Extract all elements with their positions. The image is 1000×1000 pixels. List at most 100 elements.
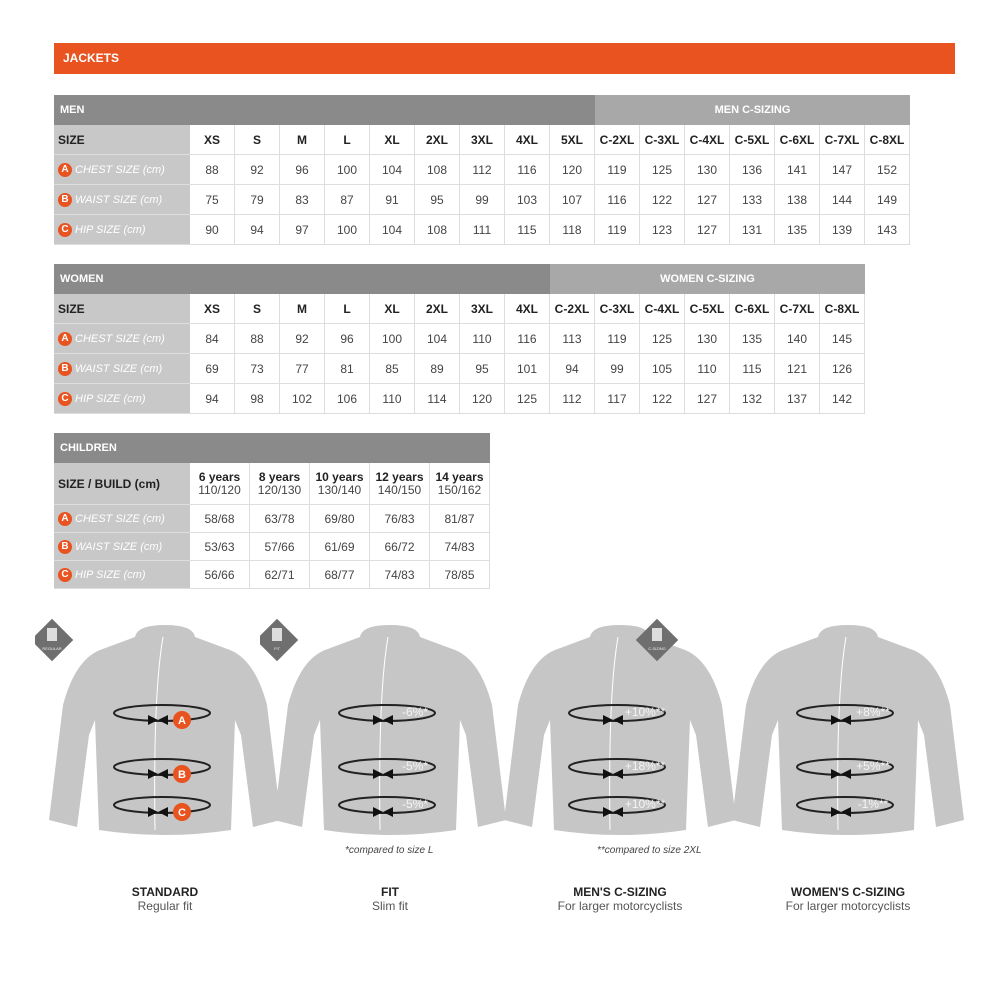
measure-loop-2 — [113, 796, 211, 817]
table-cell: 84 — [190, 324, 235, 354]
size-header: 8 years 120/130 — [250, 463, 310, 505]
row-label: B WAIST SIZE (cm) — [54, 354, 190, 384]
table-cell: 69/80 — [310, 505, 370, 533]
table-cell: 79 — [235, 185, 280, 215]
table-cell: 117 — [595, 384, 640, 414]
row-label-text: CHEST SIZE (cm) — [75, 512, 165, 525]
row-label: A CHEST SIZE (cm) — [54, 324, 190, 354]
measure-label: C — [178, 807, 186, 819]
row-label-text: CHEST SIZE (cm) — [75, 332, 165, 345]
table-cell: 89 — [415, 354, 460, 384]
measure-loop-0 — [568, 704, 666, 725]
table-cell: 120 — [460, 384, 505, 414]
size-header: C-8XL — [865, 125, 910, 155]
fit-caption: WOMEN'S C-SIZING For larger motorcyclists — [738, 885, 958, 913]
size-header: 14 years 150/162 — [430, 463, 490, 505]
table-cell: 123 — [640, 215, 685, 245]
table-cell: 61/69 — [310, 533, 370, 561]
table-cell: 112 — [550, 384, 595, 414]
age: 6 years — [198, 469, 241, 484]
table-cell: 58/68 — [190, 505, 250, 533]
table-cell: 149 — [865, 185, 910, 215]
table-cell: 73 — [235, 354, 280, 384]
table-cell: 108 — [415, 215, 460, 245]
fit-name: WOMEN'S C-SIZING — [790, 885, 906, 899]
measure-loop-2 — [568, 796, 666, 817]
build: 130/140 — [317, 482, 362, 497]
jacket-illustration: FIT -6%* -5%* -5%* — [260, 618, 506, 835]
table-cell: 125 — [640, 324, 685, 354]
build: 120/130 — [257, 482, 302, 497]
jacket-shape — [504, 625, 736, 835]
size-header: C-2XL — [550, 294, 595, 324]
measure-label: +5%** — [856, 759, 890, 773]
table-cell: 112 — [460, 155, 505, 185]
measure-loop-1 — [568, 758, 666, 779]
badge-b-icon: B — [58, 361, 72, 376]
table-cell: 69 — [190, 354, 235, 384]
table-cell: 127 — [685, 215, 730, 245]
table-cell: 81/87 — [430, 505, 490, 533]
table-cell: 94 — [550, 354, 595, 384]
size-header: C-8XL — [820, 294, 865, 324]
table-cell: 62/71 — [250, 561, 310, 589]
row-label-text: WAIST SIZE (cm) — [75, 362, 163, 375]
size-header: C-4XL — [685, 125, 730, 155]
table-cell: 139 — [820, 215, 865, 245]
jacket-shape — [49, 625, 281, 835]
badge-b-icon: B — [58, 192, 72, 207]
table-cell: 104 — [370, 215, 415, 245]
jacket-zipper — [154, 636, 164, 831]
table-cell: 120 — [550, 155, 595, 185]
size-header: L — [325, 294, 370, 324]
table-cell: 77 — [280, 354, 325, 384]
row-label: B WAIST SIZE (cm) — [54, 185, 190, 215]
section-header: MEN — [54, 95, 595, 125]
row-label: C HIP SIZE (cm) — [54, 215, 190, 245]
table-cell: 105 — [640, 354, 685, 384]
jacket-illustration: +8%** +5%** -1%** — [732, 625, 964, 835]
row-label-text: HIP SIZE (cm) — [75, 392, 146, 405]
measure-loop-0 — [338, 704, 436, 725]
size-header: C-6XL — [775, 125, 820, 155]
build: 140/150 — [377, 482, 422, 497]
fit-caption: MEN'S C-SIZING For larger motorcyclists — [510, 885, 730, 913]
row-label-text: HIP SIZE (cm) — [75, 568, 146, 581]
section-header: WOMEN — [54, 264, 550, 294]
jacket-zipper — [379, 636, 389, 831]
table-cell: 119 — [595, 155, 640, 185]
table-cell: 100 — [370, 324, 415, 354]
measure-loop-0 — [796, 704, 894, 725]
size-header: 3XL — [460, 294, 505, 324]
table-cell: 145 — [820, 324, 865, 354]
size-header: C-3XL — [640, 125, 685, 155]
table-cell: 118 — [550, 215, 595, 245]
row-label: C HIP SIZE (cm) — [54, 384, 190, 414]
table-cell: 111 — [460, 215, 505, 245]
badge-a-icon: A — [58, 162, 72, 177]
table-cell: 100 — [325, 155, 370, 185]
size-header: C-4XL — [640, 294, 685, 324]
fit-type-icon: FIT — [260, 618, 299, 662]
size-header: 4XL — [505, 125, 550, 155]
comparison-note: **compared to size 2XL — [597, 845, 702, 856]
row-label: A CHEST SIZE (cm) — [54, 505, 190, 533]
fit-name: STANDARD — [131, 885, 199, 899]
size-header: C-7XL — [820, 125, 865, 155]
table-cell: 143 — [865, 215, 910, 245]
table-cell: 83 — [280, 185, 325, 215]
table-cell: 53/63 — [190, 533, 250, 561]
size-label: SIZE — [54, 125, 190, 155]
row-label-text: WAIST SIZE (cm) — [75, 540, 163, 553]
badge-b-icon: B — [58, 539, 72, 554]
measure-loop-1 — [113, 758, 211, 779]
table-cell: 130 — [685, 155, 730, 185]
measure-label: +10%** — [625, 705, 666, 719]
table-cell: 131 — [730, 215, 775, 245]
table-cell: 98 — [235, 384, 280, 414]
table-cell: 127 — [685, 185, 730, 215]
badge-a-icon — [173, 711, 191, 729]
table-cell: 95 — [460, 354, 505, 384]
size-header: M — [280, 294, 325, 324]
badge-a-icon: A — [58, 331, 72, 346]
